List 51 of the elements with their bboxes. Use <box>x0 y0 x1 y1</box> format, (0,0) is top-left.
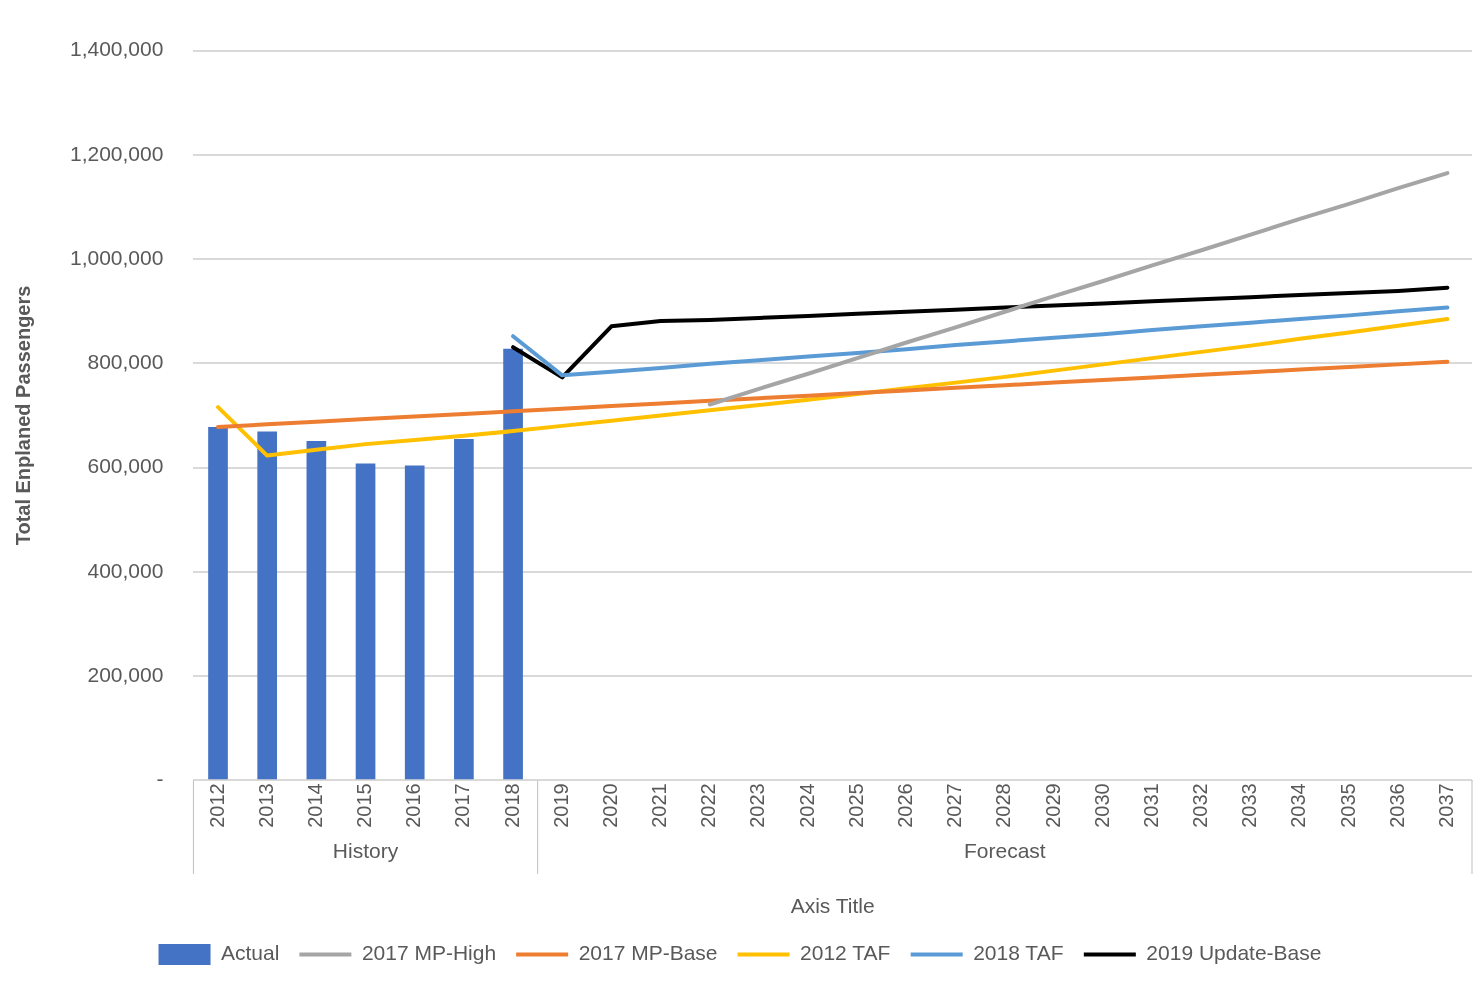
x-axis-title: Axis Title <box>790 894 875 918</box>
y-tick-label: 200,000 <box>87 662 164 686</box>
x-tick-label: 2029 <box>1041 783 1064 828</box>
y-tick-label: 1,000,000 <box>69 245 164 269</box>
bar <box>404 465 425 780</box>
x-tick-label: 2014 <box>303 783 326 828</box>
y-tick-label: - <box>156 767 164 791</box>
bar <box>208 426 228 780</box>
x-tick-label: 2028 <box>992 783 1015 828</box>
bar <box>503 348 523 780</box>
x-tick-label: 2031 <box>1139 783 1162 828</box>
text: History <box>332 838 399 862</box>
x-tick-label: 2018 <box>500 783 523 828</box>
legend-label: 2018 TAF <box>973 941 1064 965</box>
x-tick-label: 2021 <box>648 783 671 828</box>
y-tick-label: 600,000 <box>87 454 164 478</box>
x-tick-label: 2013 <box>254 783 277 828</box>
x-tick-label: 2032 <box>1189 783 1212 828</box>
x-tick-label: 2034 <box>1287 783 1310 828</box>
bar <box>454 438 474 780</box>
y-tick-label: 1,400,000 <box>69 37 164 61</box>
x-tick-label: 2037 <box>1434 783 1457 828</box>
y-tick-label: 1,200,000 <box>69 141 164 165</box>
x-tick-label: 2033 <box>1238 783 1261 828</box>
legend-label: Actual <box>221 941 280 965</box>
bar <box>257 431 278 780</box>
x-tick-label: 2026 <box>893 783 916 828</box>
legend-label: 2017 MP-High <box>361 941 497 965</box>
x-tick-label: 2019 <box>549 783 572 828</box>
y-tick-label: 400,000 <box>87 558 164 582</box>
x-tick-label: 2036 <box>1385 783 1408 828</box>
bar <box>355 463 376 780</box>
y-tick-label: 800,000 <box>87 350 164 374</box>
legend-label: 2019 Update-Base <box>1146 941 1322 965</box>
x-tick-label: 2030 <box>1090 783 1113 828</box>
text: Forecast <box>963 838 1046 862</box>
x-tick-label: 2027 <box>943 783 966 828</box>
x-tick-label: 2023 <box>746 783 769 828</box>
x-tick-label: 2015 <box>353 783 376 828</box>
x-tick-label: 2012 <box>205 783 228 828</box>
x-tick-label: 2025 <box>844 783 867 828</box>
legend-label: 2017 MP-Base <box>578 941 718 965</box>
x-tick-label: 2024 <box>795 783 818 828</box>
x-tick-label: 2035 <box>1336 783 1359 828</box>
bar <box>306 440 327 780</box>
legend-label: 2012 TAF <box>800 941 891 965</box>
x-tick-label: 2017 <box>451 783 474 828</box>
x-tick-label: 2022 <box>697 783 720 828</box>
y-axis-title: Total Enplaned Passengers <box>11 285 34 546</box>
x-tick-label: 2020 <box>598 783 621 828</box>
x-tick-label: 2016 <box>402 783 425 828</box>
